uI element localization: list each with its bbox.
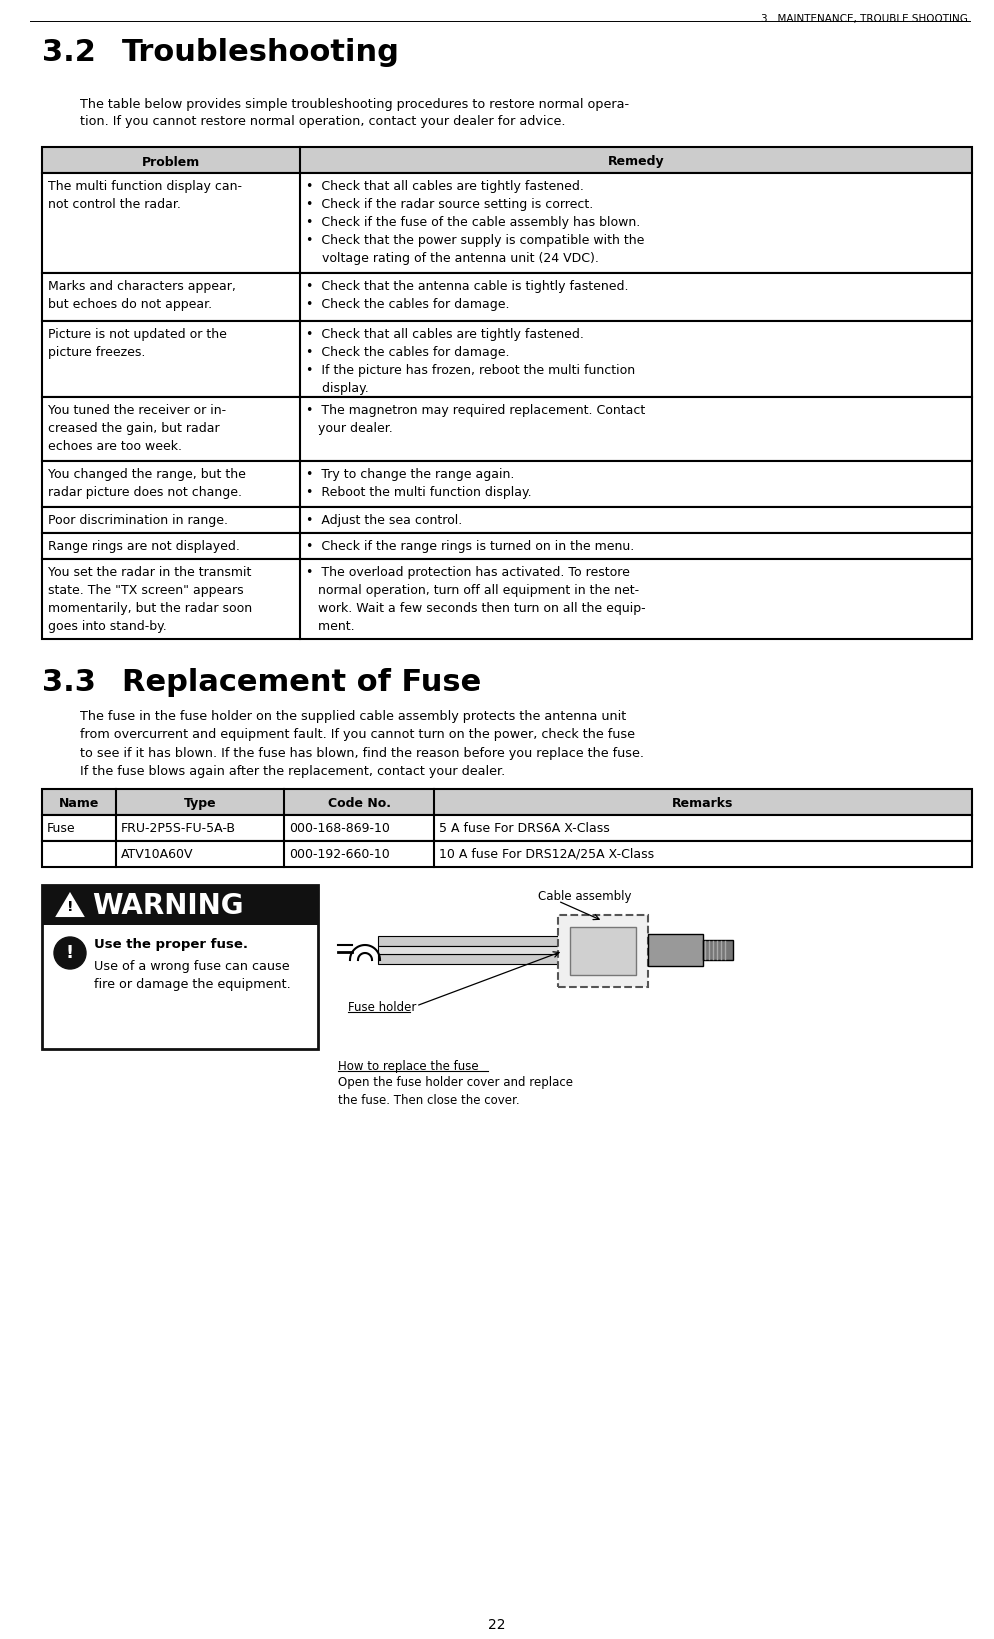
Text: You set the radar in the transmit
state. The "TX screen" appears
momentarily, bu: You set the radar in the transmit state.… bbox=[48, 565, 252, 633]
Bar bbox=[42, 508, 972, 534]
Bar bbox=[42, 926, 318, 1049]
Text: Poor discrimination in range.: Poor discrimination in range. bbox=[48, 513, 228, 526]
Bar bbox=[42, 790, 972, 816]
Text: •  Check that the antenna cable is tightly fastened.
•  Check the cables for dam: • Check that the antenna cable is tightl… bbox=[306, 280, 628, 311]
Text: Cable assembly: Cable assembly bbox=[538, 890, 631, 903]
Text: Troubleshooting: Troubleshooting bbox=[122, 38, 400, 67]
Bar bbox=[42, 398, 972, 462]
Bar bbox=[42, 559, 972, 639]
Text: Fuse: Fuse bbox=[47, 821, 76, 834]
Text: •  Check if the range rings is turned on in the menu.: • Check if the range rings is turned on … bbox=[306, 539, 634, 552]
Text: You tuned the receiver or in-
creased the gain, but radar
echoes are too week.: You tuned the receiver or in- creased th… bbox=[48, 403, 226, 452]
Text: •  The magnetron may required replacement. Contact
   your dealer.: • The magnetron may required replacement… bbox=[306, 403, 645, 434]
Text: 3.2: 3.2 bbox=[42, 38, 95, 67]
Text: 3.  MAINTENANCE, TROUBLE SHOOTING: 3. MAINTENANCE, TROUBLE SHOOTING bbox=[761, 15, 968, 25]
Text: Fuse holder: Fuse holder bbox=[348, 1000, 416, 1013]
Text: Replacement of Fuse: Replacement of Fuse bbox=[122, 667, 481, 697]
Text: •  Try to change the range again.
•  Reboot the multi function display.: • Try to change the range again. • Reboo… bbox=[306, 467, 532, 498]
Circle shape bbox=[54, 938, 86, 969]
Text: Range rings are not displayed.: Range rings are not displayed. bbox=[48, 539, 240, 552]
Text: Code No.: Code No. bbox=[327, 797, 391, 810]
Text: Remarks: Remarks bbox=[672, 797, 734, 810]
Text: 10 A fuse For DRS12A/25A X-Class: 10 A fuse For DRS12A/25A X-Class bbox=[439, 847, 654, 860]
Text: Picture is not updated or the
picture freezes.: Picture is not updated or the picture fr… bbox=[48, 328, 227, 359]
Bar bbox=[42, 174, 972, 274]
Text: Use of a wrong fuse can cause
fire or damage the equipment.: Use of a wrong fuse can cause fire or da… bbox=[94, 959, 291, 992]
Bar bbox=[42, 321, 972, 398]
Text: You changed the range, but the
radar picture does not change.: You changed the range, but the radar pic… bbox=[48, 467, 246, 498]
Text: •  Check that all cables are tightly fastened.
•  Check the cables for damage.
•: • Check that all cables are tightly fast… bbox=[306, 328, 635, 395]
Text: The fuse in the fuse holder on the supplied cable assembly protects the antenna : The fuse in the fuse holder on the suppl… bbox=[80, 710, 644, 779]
Bar bbox=[42, 841, 972, 867]
Text: Open the fuse holder cover and replace
the fuse. Then close the cover.: Open the fuse holder cover and replace t… bbox=[338, 1075, 573, 1106]
Text: tion. If you cannot restore normal operation, contact your dealer for advice.: tion. If you cannot restore normal opera… bbox=[80, 115, 566, 128]
Bar bbox=[703, 941, 733, 960]
Bar bbox=[42, 148, 972, 174]
Text: 3.3: 3.3 bbox=[42, 667, 95, 697]
Bar bbox=[42, 885, 318, 926]
Text: 22: 22 bbox=[488, 1618, 506, 1631]
Text: Remedy: Remedy bbox=[607, 156, 664, 169]
Text: •  The overload protection has activated. To restore
   normal operation, turn o: • The overload protection has activated.… bbox=[306, 565, 646, 633]
Polygon shape bbox=[57, 895, 83, 916]
Bar bbox=[42, 148, 972, 174]
Text: 000-192-660-10: 000-192-660-10 bbox=[289, 847, 390, 860]
Text: The multi function display can-
not control the radar.: The multi function display can- not cont… bbox=[48, 180, 242, 211]
Bar bbox=[42, 534, 972, 559]
Text: Use the proper fuse.: Use the proper fuse. bbox=[94, 938, 248, 951]
Text: 000-168-869-10: 000-168-869-10 bbox=[289, 821, 390, 834]
Text: The table below provides simple troubleshooting procedures to restore normal ope: The table below provides simple troubles… bbox=[80, 98, 629, 111]
Text: Type: Type bbox=[184, 797, 217, 810]
Text: Name: Name bbox=[59, 797, 99, 810]
Text: •  Check that all cables are tightly fastened.
•  Check if the radar source sett: • Check that all cables are tightly fast… bbox=[306, 180, 644, 266]
Text: ATV10A60V: ATV10A60V bbox=[121, 847, 194, 860]
Bar bbox=[42, 885, 318, 1049]
Bar bbox=[378, 936, 638, 946]
Bar bbox=[42, 816, 972, 841]
Bar bbox=[558, 916, 648, 987]
Bar bbox=[648, 934, 703, 967]
Text: FRU-2P5S-FU-5A-B: FRU-2P5S-FU-5A-B bbox=[121, 821, 236, 834]
Text: •  Adjust the sea control.: • Adjust the sea control. bbox=[306, 513, 462, 526]
Text: Problem: Problem bbox=[142, 156, 200, 169]
Bar bbox=[42, 274, 972, 321]
Bar bbox=[42, 462, 972, 508]
Bar bbox=[42, 790, 972, 816]
Text: Marks and characters appear,
but echoes do not appear.: Marks and characters appear, but echoes … bbox=[48, 280, 236, 311]
Bar bbox=[378, 946, 638, 954]
Bar bbox=[378, 954, 638, 964]
Text: WARNING: WARNING bbox=[92, 892, 244, 919]
Text: 5 A fuse For DRS6A X-Class: 5 A fuse For DRS6A X-Class bbox=[439, 821, 609, 834]
Text: How to replace the fuse: How to replace the fuse bbox=[338, 1059, 479, 1072]
Text: !: ! bbox=[66, 944, 75, 962]
Bar bbox=[570, 928, 636, 975]
Text: !: ! bbox=[67, 900, 74, 913]
